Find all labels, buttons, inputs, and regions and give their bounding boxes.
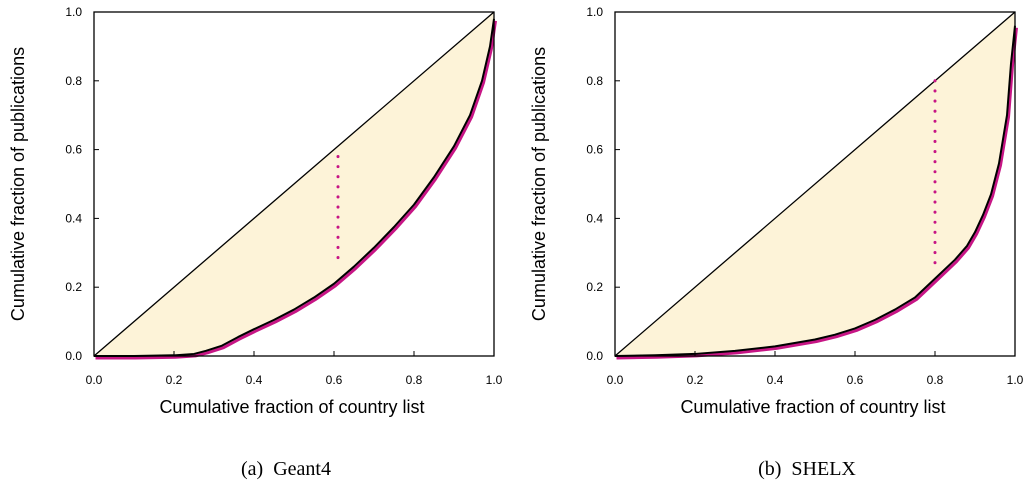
x-tick-label: 0.0 xyxy=(607,373,624,387)
y-tick-label: 0.6 xyxy=(65,143,82,157)
y-axis-title: Cumulative fraction of publications xyxy=(529,47,549,321)
chart-panel-geant4: 0.0 0.2 0.4 0.6 0.8 1.0 0.0 0.2 0.4 0.6 0.8 1.0 Cumu… xyxy=(0,0,514,496)
x-tick-label: 0.2 xyxy=(166,373,183,387)
y-tick-label: 0.0 xyxy=(65,349,82,363)
x-tick-label: 0.6 xyxy=(847,373,864,387)
equality-line xyxy=(93,11,495,357)
equality-line xyxy=(614,11,1016,357)
x-tick-label: 0.6 xyxy=(326,373,343,387)
x-axis-title: Cumulative fraction of country list xyxy=(159,397,424,417)
y-tick-label: 0.8 xyxy=(65,74,82,88)
x-tick-label: 1.0 xyxy=(486,373,503,387)
lorenz-curve xyxy=(614,25,1016,357)
plot-frame xyxy=(614,11,1016,357)
x-tick-label: 0.2 xyxy=(687,373,704,387)
x-tick-label: 0.4 xyxy=(246,373,263,387)
y-tick-label: 0.4 xyxy=(65,211,82,225)
y-axis-title: Cumulative fraction of publications xyxy=(8,47,28,321)
x-tick-label: 1.0 xyxy=(1007,373,1024,387)
y-tick-label: 0.0 xyxy=(586,349,603,363)
y-tick-label: 0.2 xyxy=(65,280,82,294)
y-tick-label: 1.0 xyxy=(65,5,82,19)
lorenz-curve xyxy=(94,18,495,357)
lorenz-curve-shadow xyxy=(616,27,1018,360)
figure-caption: (b) SHELX xyxy=(758,458,856,480)
x-tick-label: 0.8 xyxy=(406,373,423,387)
y-tick-label: 0.2 xyxy=(586,280,603,294)
y-tick-label: 0.8 xyxy=(586,74,603,88)
lorenz-curve-shadow xyxy=(95,20,497,360)
lorenz-chart-geant4: 0.0 0.2 0.4 0.6 0.8 1.0 0.0 0.2 0.4 0.6 0.8 1.0 Cumu… xyxy=(8,5,503,480)
y-tick-label: 0.6 xyxy=(586,143,603,157)
figure-caption: (a) Geant4 xyxy=(241,458,331,480)
lorenz-chart-shelx: 0.0 0.2 0.4 0.6 0.8 1.0 0.0 0.2 0.4 0.6 0.8 1.0 Cumu… xyxy=(529,5,1024,480)
y-tick-label: 1.0 xyxy=(586,5,603,19)
x-tick-label: 0.4 xyxy=(767,373,784,387)
plot-frame xyxy=(93,11,495,357)
x-tick-label: 0.0 xyxy=(86,373,103,387)
chart-panel-shelx: 0.0 0.2 0.4 0.6 0.8 1.0 0.0 0.2 0.4 0.6 0.8 1.0 Cumu… xyxy=(521,0,1029,496)
x-tick-label: 0.8 xyxy=(927,373,944,387)
y-tick-label: 0.4 xyxy=(586,211,603,225)
x-axis-title: Cumulative fraction of country list xyxy=(680,397,945,417)
